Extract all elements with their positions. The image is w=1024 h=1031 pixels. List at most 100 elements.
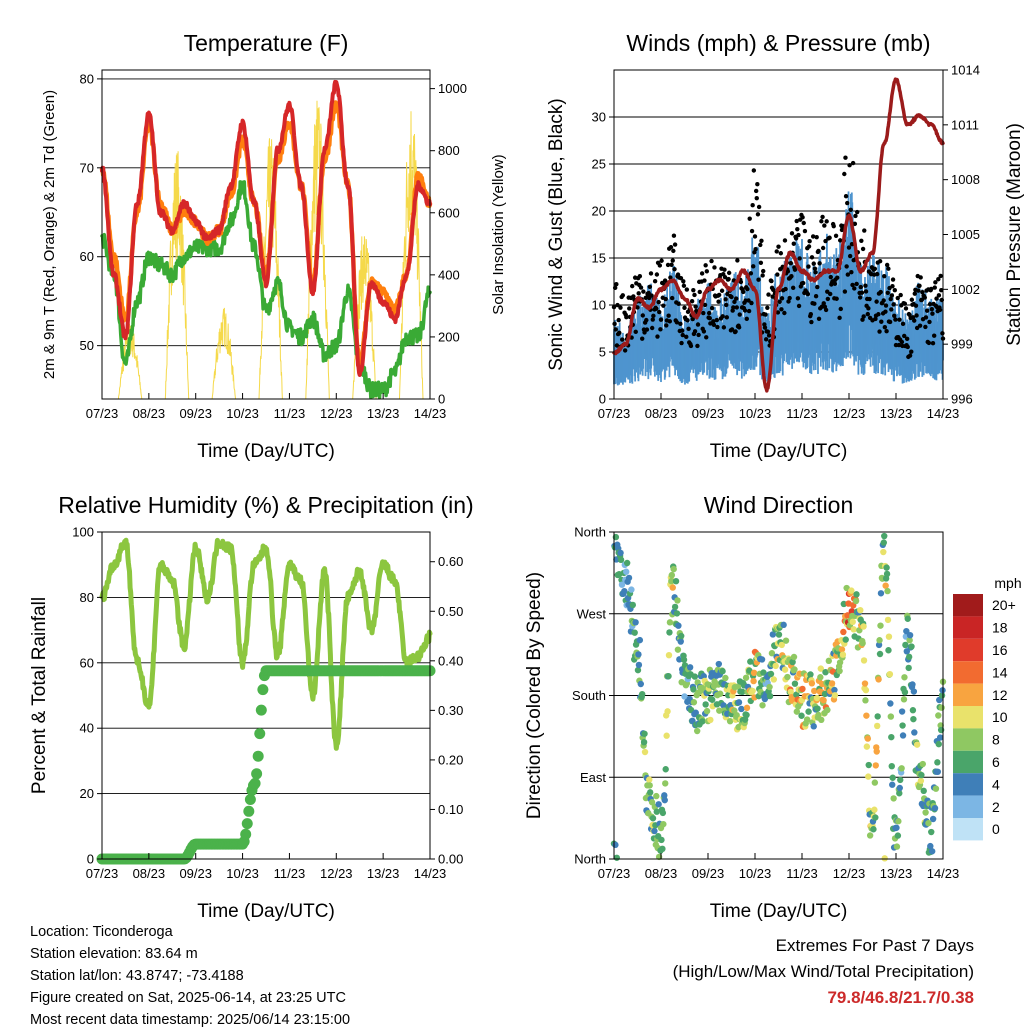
gust-point [664, 323, 669, 328]
direction-point [871, 806, 878, 813]
gust-point [701, 329, 707, 334]
gust-point [863, 289, 869, 294]
direction-point [877, 622, 884, 629]
wind-ytick-label: 20 [592, 204, 606, 219]
direction-point [910, 715, 917, 723]
direction-point [793, 708, 801, 715]
direction-point [662, 780, 669, 787]
direction-point [784, 673, 791, 681]
direction-point [932, 785, 940, 792]
gust-point [775, 310, 781, 315]
gust-point [776, 244, 781, 249]
gust-point [646, 290, 651, 296]
gust-point [665, 262, 671, 268]
direction-point [767, 670, 775, 678]
gust-point [759, 238, 764, 243]
gust-point [923, 315, 929, 320]
direction-point [742, 674, 750, 681]
gust-point [819, 219, 824, 224]
direction-point [896, 784, 903, 792]
gust-point [695, 322, 701, 327]
direction-point [789, 658, 796, 666]
gust-point [934, 296, 939, 301]
direction-point [860, 657, 868, 664]
extremes-title: Extremes For Past 7 Days [775, 936, 974, 955]
direction-point [815, 711, 822, 719]
gust-point [816, 248, 821, 254]
direction-point [664, 708, 671, 715]
humidity-title: Relative Humidity (%) & Precipitation (i… [58, 492, 473, 518]
direction-ytick-label: North [574, 852, 606, 867]
direction-point [853, 591, 860, 598]
gust-point [916, 288, 921, 293]
gust-point [889, 307, 894, 312]
gust-point [867, 296, 872, 302]
direction-point [720, 702, 727, 709]
legend-swatch [953, 750, 983, 774]
direction-point [692, 709, 699, 716]
gust-point [930, 311, 935, 316]
humidity-xtick-label: 12/23 [320, 866, 353, 881]
direction-point [632, 619, 639, 626]
direction-point [668, 571, 676, 579]
gust-point [709, 258, 714, 264]
direction-point [655, 801, 662, 808]
gust-point [842, 289, 848, 294]
gust-point [651, 313, 656, 319]
gust-point [835, 275, 840, 280]
direction-point [849, 618, 856, 626]
temperature-y2tick-label: 1000 [438, 81, 467, 96]
humidity-ylabel: Percent & Total Rainfall [29, 597, 50, 794]
gust-point [785, 269, 791, 274]
direction-point [646, 789, 654, 796]
gust-point [813, 293, 819, 299]
direction-point [641, 748, 649, 756]
legend-swatch [953, 818, 983, 841]
direction-point [715, 660, 723, 668]
gust-point [888, 296, 893, 302]
gust-point [684, 287, 690, 292]
direction-point [922, 809, 929, 816]
humidity-xtick-label: 08/23 [133, 866, 166, 881]
legend-swatch [953, 795, 983, 818]
gust-point [678, 321, 683, 327]
gust-point [731, 305, 736, 310]
gust-point [765, 305, 770, 311]
direction-point [640, 738, 648, 746]
direction-point [919, 760, 926, 768]
direction-point [843, 584, 850, 592]
humidity-ytick-label: 100 [72, 525, 94, 540]
direction-point [836, 667, 843, 675]
direction-point [902, 641, 909, 649]
gust-point [758, 260, 764, 265]
gust-point [834, 296, 839, 301]
direction-point [775, 631, 783, 638]
direction-xtick-label: 14/23 [927, 866, 960, 881]
direction-point [931, 804, 939, 812]
gust-point [778, 251, 784, 256]
humidity-xtick-label: 13/23 [367, 866, 400, 881]
direction-point [671, 603, 679, 611]
gust-point [735, 258, 740, 263]
wind-xtick-label: 09/23 [692, 406, 725, 421]
direction-point [629, 601, 636, 609]
gust-point [726, 270, 732, 276]
gust-point [702, 278, 707, 283]
gust-point [833, 233, 839, 238]
direction-point [680, 656, 688, 663]
direction-point [852, 597, 860, 605]
direction-point [750, 669, 758, 677]
gust-point [690, 316, 695, 322]
direction-point [857, 606, 864, 614]
gust-point [699, 271, 705, 276]
precip-point [257, 684, 269, 696]
direction-point [726, 717, 734, 725]
direction-ytick-label: South [572, 688, 606, 703]
gust-point [820, 245, 826, 251]
gust-point [847, 253, 853, 259]
gust-point [657, 263, 663, 268]
wind-xtick-label: 10/23 [739, 406, 772, 421]
gust-point [859, 238, 864, 243]
wind-y2tick-label: 1002 [951, 282, 980, 297]
gust-point [786, 299, 791, 304]
